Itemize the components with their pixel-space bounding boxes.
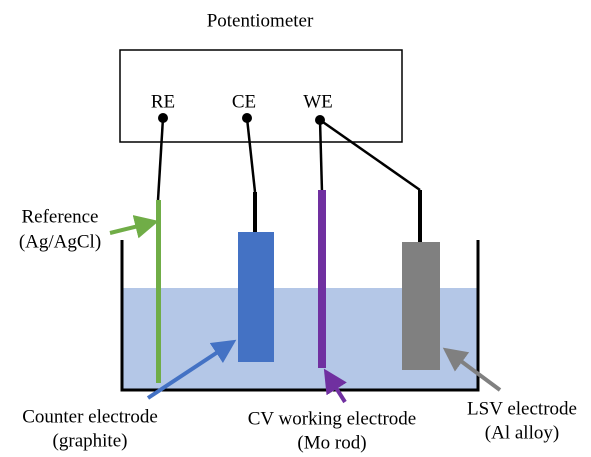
terminal-label: WE [303,91,333,112]
label: Reference [22,206,99,227]
arrow [323,368,347,404]
arrow [109,215,159,239]
beaker [120,240,480,392]
label: LSV electrode [467,398,577,419]
reference-electrode [156,200,161,383]
wires [156,117,422,242]
lsv-electrode [402,242,440,370]
label: Counter electrode [22,406,158,427]
label: (graphite) [53,430,128,451]
title: Potentiometer [207,10,314,31]
arrow [146,339,237,400]
terminal-label: CE [232,91,256,112]
label: (Mo rod) [297,432,366,453]
potentiometer-box [119,49,403,143]
counter-electrode [238,232,274,362]
label: (Al alloy) [485,422,559,443]
arrow [442,347,502,392]
terminal-label: RE [151,91,175,112]
label: (Ag/AgCl) [19,231,101,252]
label: CV working electrode [248,408,417,429]
working-electrode [318,190,326,368]
terminal-dots [158,113,325,125]
